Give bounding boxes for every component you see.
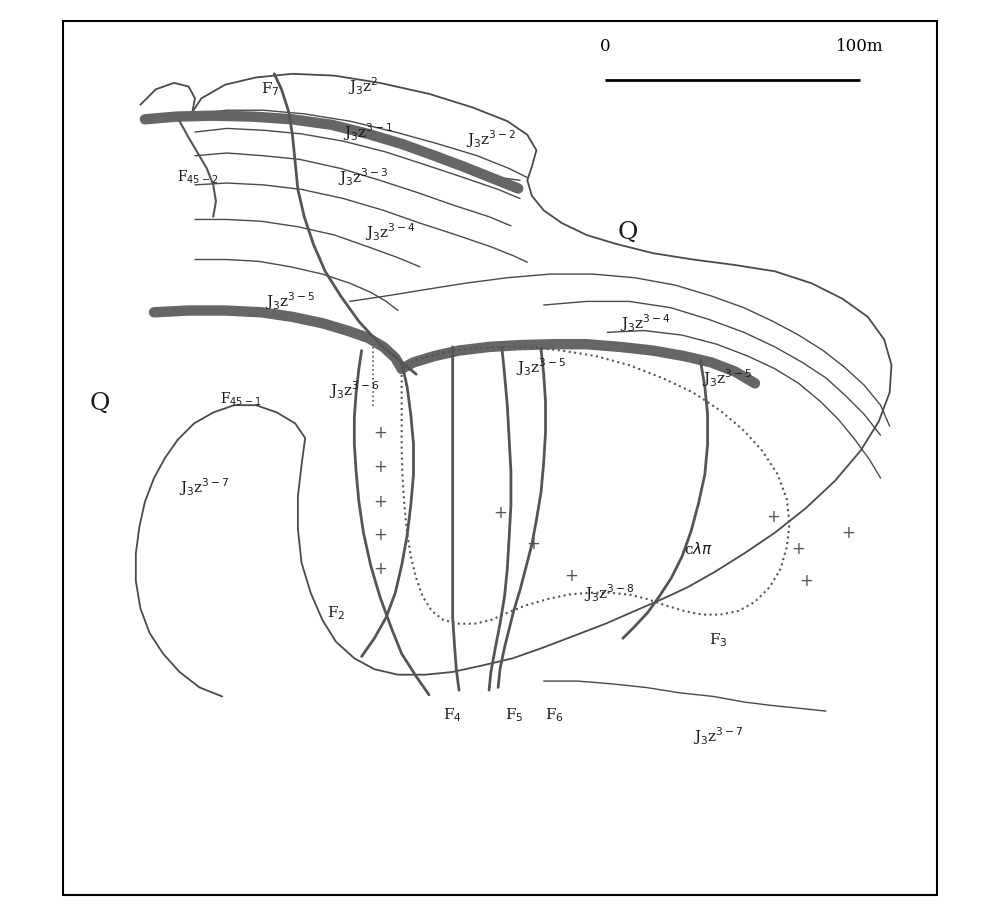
Text: J$_3$z$^{3-3}$: J$_3$z$^{3-3}$ (338, 167, 389, 189)
Text: F$_{45-2}$: F$_{45-2}$ (177, 169, 218, 186)
Text: 0: 0 (599, 38, 610, 55)
Text: F$_2$: F$_2$ (327, 604, 345, 622)
Text: +: + (766, 508, 780, 526)
Text: c$\lambda\pi$: c$\lambda\pi$ (684, 541, 713, 557)
Text: F$_6$: F$_6$ (545, 706, 564, 724)
Text: +: + (799, 572, 813, 590)
Text: F$_7$: F$_7$ (261, 81, 280, 98)
Text: J$_3$z$^{3-2}$: J$_3$z$^{3-2}$ (466, 128, 516, 150)
Text: F$_5$: F$_5$ (505, 706, 524, 724)
Text: J$_3$z$^{3-6}$: J$_3$z$^{3-6}$ (329, 379, 380, 400)
Text: Q: Q (89, 392, 110, 415)
Text: +: + (373, 493, 387, 511)
Text: J$_3$z$^{3-5}$: J$_3$z$^{3-5}$ (516, 356, 566, 377)
Text: +: + (373, 527, 387, 544)
Text: J$_3$z$^{3-7}$: J$_3$z$^{3-7}$ (693, 725, 744, 747)
Text: +: + (373, 560, 387, 578)
Text: +: + (373, 458, 387, 476)
Text: Q: Q (617, 221, 638, 244)
Text: J$_3$z$^{3-4}$: J$_3$z$^{3-4}$ (620, 312, 671, 334)
Text: +: + (373, 423, 387, 442)
Text: F$_{45-1}$: F$_{45-1}$ (220, 390, 261, 408)
Text: +: + (841, 524, 855, 541)
Text: F$_3$: F$_3$ (709, 631, 728, 649)
Text: J$_3$z$^{3-8}$: J$_3$z$^{3-8}$ (584, 582, 635, 604)
Text: J$_3$z$^{3-4}$: J$_3$z$^{3-4}$ (365, 222, 416, 243)
Text: F$_4$: F$_4$ (443, 706, 462, 724)
Text: J$_3$z$^{3-5}$: J$_3$z$^{3-5}$ (265, 290, 316, 312)
Text: J$_3$z$^{3-5}$: J$_3$z$^{3-5}$ (702, 367, 753, 388)
Text: +: + (526, 536, 540, 553)
Text: J$_3$z$^{3-1}$: J$_3$z$^{3-1}$ (343, 121, 393, 143)
Text: +: + (564, 567, 578, 585)
Text: J$_3$z$^2$: J$_3$z$^2$ (348, 76, 379, 97)
Text: J$_3$z$^{3-7}$: J$_3$z$^{3-7}$ (179, 476, 229, 498)
Text: 100m: 100m (836, 38, 883, 55)
Text: +: + (493, 504, 507, 521)
Text: +: + (792, 540, 806, 558)
